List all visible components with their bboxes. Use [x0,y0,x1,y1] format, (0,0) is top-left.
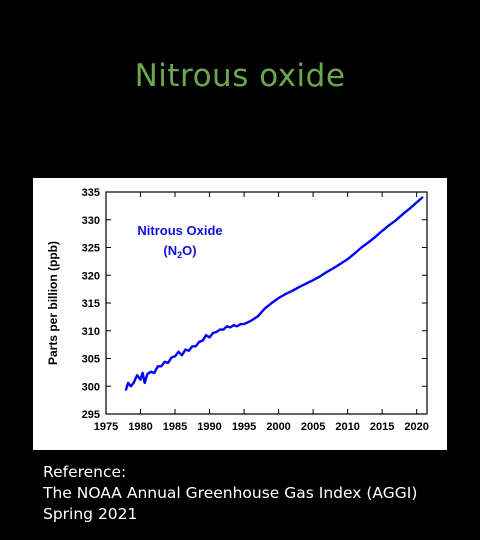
x-tick-label: 2015 [370,421,394,433]
x-tick-label: 2005 [301,421,325,433]
y-tick-label: 305 [82,354,100,366]
y-tick-label: 310 [82,326,100,338]
x-tick-label: 2020 [404,421,428,433]
axis-ticks: 295 300 305 310 315 320 325 330 335 1975 1980 1985 1… [82,187,429,433]
x-tick-label: 2000 [266,421,290,433]
annotation-formula-subscript: 2 [177,250,182,260]
n2o-line-chart: Parts per billion (ppb) 295 300 305 310 315 3… [46,187,429,433]
x-tick-label: 1975 [94,421,118,433]
x-tick-label: 1980 [128,421,152,433]
y-axis-label: Parts per billion (ppb) [46,241,60,365]
chart-panel: Parts per billion (ppb) 295 300 305 310 315 3… [33,178,447,450]
reference-heading: Reference: [43,463,127,481]
x-tick-label: 2010 [335,421,359,433]
annotation-formula-suffix: O) [182,243,196,258]
x-tick-label: 1990 [197,421,221,433]
x-tick-label: 1985 [163,421,187,433]
y-tick-label: 315 [82,298,100,310]
y-axis-label-group: Parts per billion (ppb) [46,241,60,365]
n2o-series-line [124,196,424,391]
x-tick-label: 1995 [232,421,256,433]
y-tick-label: 330 [82,215,100,227]
reference-date: Spring 2021 [43,505,138,523]
y-tick-label: 325 [82,243,100,255]
annotation-line-2: (N2O) [163,243,196,260]
y-tick-label: 300 [82,381,100,393]
y-tick-label: 295 [82,409,100,421]
reference-source: The NOAA Annual Greenhouse Gas Index (AG… [43,484,418,502]
slide-title: Nitrous oxide [134,58,346,94]
annotation-formula-prefix: (N [163,243,177,258]
chart-annotation: Nitrous Oxide (N2O) [137,223,222,260]
y-tick-label: 335 [82,187,100,199]
annotation-line-1: Nitrous Oxide [137,223,222,238]
y-tick-label: 320 [82,270,100,282]
reference-block: Reference: The NOAA Annual Greenhouse Ga… [43,462,473,525]
